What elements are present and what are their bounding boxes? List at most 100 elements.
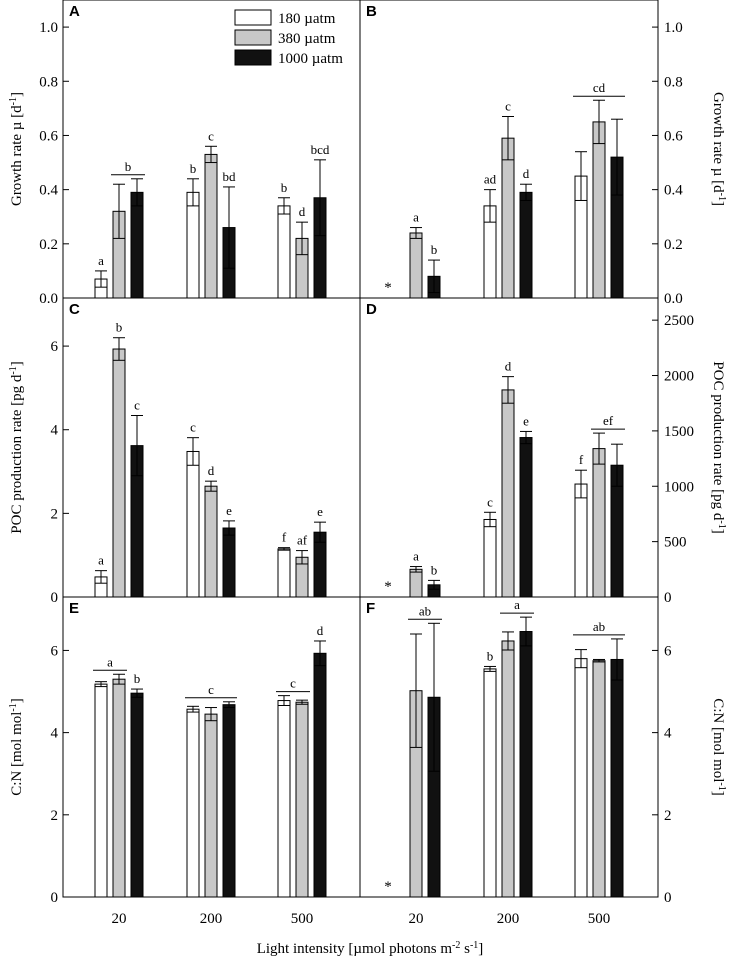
bar: [130, 692, 144, 898]
bar: [277, 205, 291, 299]
y-tick-label: 0.0: [39, 291, 58, 307]
missing-asterisk: *: [384, 280, 392, 296]
bar: [483, 518, 497, 598]
sig-label: c: [487, 494, 493, 509]
y-tick-label: 4: [664, 726, 672, 742]
sig-label: b: [281, 180, 288, 195]
legend: 180 µatm 380 µatm 1000 µatm: [234, 9, 343, 67]
sig-label: a: [98, 553, 104, 568]
legend-label: 1000 µatm: [278, 51, 343, 67]
sig-label: e: [317, 504, 323, 519]
y-tick-label: 0.4: [39, 183, 58, 199]
y-axis-label-E: C:N [mol mol-1]: [8, 698, 26, 796]
panel-C: C 0 2 4 6 POC production rate [pg d-1] a b c c d e f…: [8, 301, 327, 606]
bar: [409, 568, 423, 598]
legend-label: 180 µatm: [278, 11, 336, 27]
sig-label: c: [134, 398, 140, 413]
panel-letter-D: D: [366, 301, 377, 318]
bar: [592, 660, 606, 898]
bar: [112, 678, 126, 898]
bar: [519, 631, 533, 898]
bar: [483, 668, 497, 898]
sig-label: c: [290, 676, 296, 691]
panel-B: B 0.0 0.2 0.4 0.6 0.8 1.0 Growth rate µ [d-1] * a…: [366, 3, 728, 307]
y-tick-label: 2: [664, 808, 672, 824]
bar: [277, 700, 291, 898]
sig-label: a: [413, 210, 419, 225]
y-tick-label: 6: [664, 643, 672, 659]
panel-D: D 0 500 1000 1500 2000 2500 POC production rate…: [366, 301, 728, 606]
panel-letter-C: C: [69, 301, 80, 318]
sig-label: d: [299, 204, 306, 219]
y-tick-label: 0.8: [39, 74, 58, 90]
bar: [277, 548, 291, 598]
y-tick-label: 6: [51, 339, 59, 355]
y-tick-label: 0.8: [664, 74, 683, 90]
y-tick-label: 2: [51, 808, 59, 824]
sig-label: c: [208, 128, 214, 143]
sig-label: d: [505, 359, 512, 374]
legend-swatch: [234, 49, 272, 66]
y-tick-label: 1000: [664, 479, 694, 495]
sig-label: a: [514, 597, 520, 612]
sig-label: b: [431, 562, 438, 577]
sig-label: ab: [593, 619, 605, 634]
y-tick-label: 1.0: [39, 20, 58, 36]
missing-asterisk: *: [384, 579, 392, 595]
sig-label: af: [297, 533, 308, 548]
bar: [186, 450, 200, 598]
sig-label: cd: [593, 80, 606, 95]
y-axis-label-C: POC production rate [pg d-1]: [8, 361, 26, 533]
x-tick-label: 20: [409, 911, 424, 927]
y-tick-label: 2: [51, 506, 59, 522]
bar: [574, 483, 588, 598]
bar: [222, 704, 236, 898]
y-axis-label-A: Growth rate µ [d-1]: [8, 92, 26, 206]
sig-label: c: [208, 682, 214, 697]
sig-label: b: [125, 159, 132, 174]
sig-label: a: [413, 549, 419, 564]
sig-label: a: [107, 654, 113, 669]
sig-label: b: [116, 320, 123, 335]
bar: [313, 652, 327, 898]
sig-label: a: [98, 253, 104, 268]
x-axis-label: Light intensity [µmol photons m-2 s-1]: [257, 940, 484, 958]
sig-label: b: [190, 161, 197, 176]
bar: [501, 137, 515, 299]
bar: [295, 701, 309, 898]
sig-label: ad: [484, 172, 497, 187]
bar: [112, 348, 126, 598]
legend-label: 380 µatm: [278, 31, 336, 47]
bar: [94, 683, 108, 898]
y-tick-label: 500: [664, 535, 687, 551]
sig-label: b: [487, 648, 494, 663]
panel-letter-F: F: [366, 600, 375, 617]
x-tick-label: 20: [112, 911, 127, 927]
sig-label: e: [226, 503, 232, 518]
panel-F: F 0 2 4 6 C:N [mol mol-1] 20 200 500 * ab b a ab: [366, 597, 728, 927]
sig-label: bcd: [311, 142, 330, 157]
y-axis-label-D: POC production rate [pg d-1]: [710, 361, 728, 533]
y-tick-label: 6: [51, 643, 59, 659]
sig-label: e: [523, 413, 529, 428]
sig-label: b: [431, 242, 438, 257]
x-tick-label: 500: [291, 911, 314, 927]
bar: [186, 191, 200, 299]
legend-swatch: [234, 29, 272, 46]
legend-swatch: [234, 9, 272, 26]
bar: [592, 121, 606, 299]
panel-letter-B: B: [366, 3, 377, 20]
y-tick-label: 1.0: [664, 20, 683, 36]
bar: [130, 191, 144, 299]
y-tick-label: 1500: [664, 424, 694, 440]
sig-label: f: [282, 530, 287, 545]
bar: [519, 191, 533, 299]
y-axis-label-B: Growth rate µ [d-1]: [710, 92, 728, 206]
y-tick-label: 2500: [664, 313, 694, 329]
sig-label: b: [134, 671, 141, 686]
sig-label: f: [579, 452, 584, 467]
bar: [519, 437, 533, 598]
x-tick-label: 500: [588, 911, 611, 927]
bar: [501, 640, 515, 898]
